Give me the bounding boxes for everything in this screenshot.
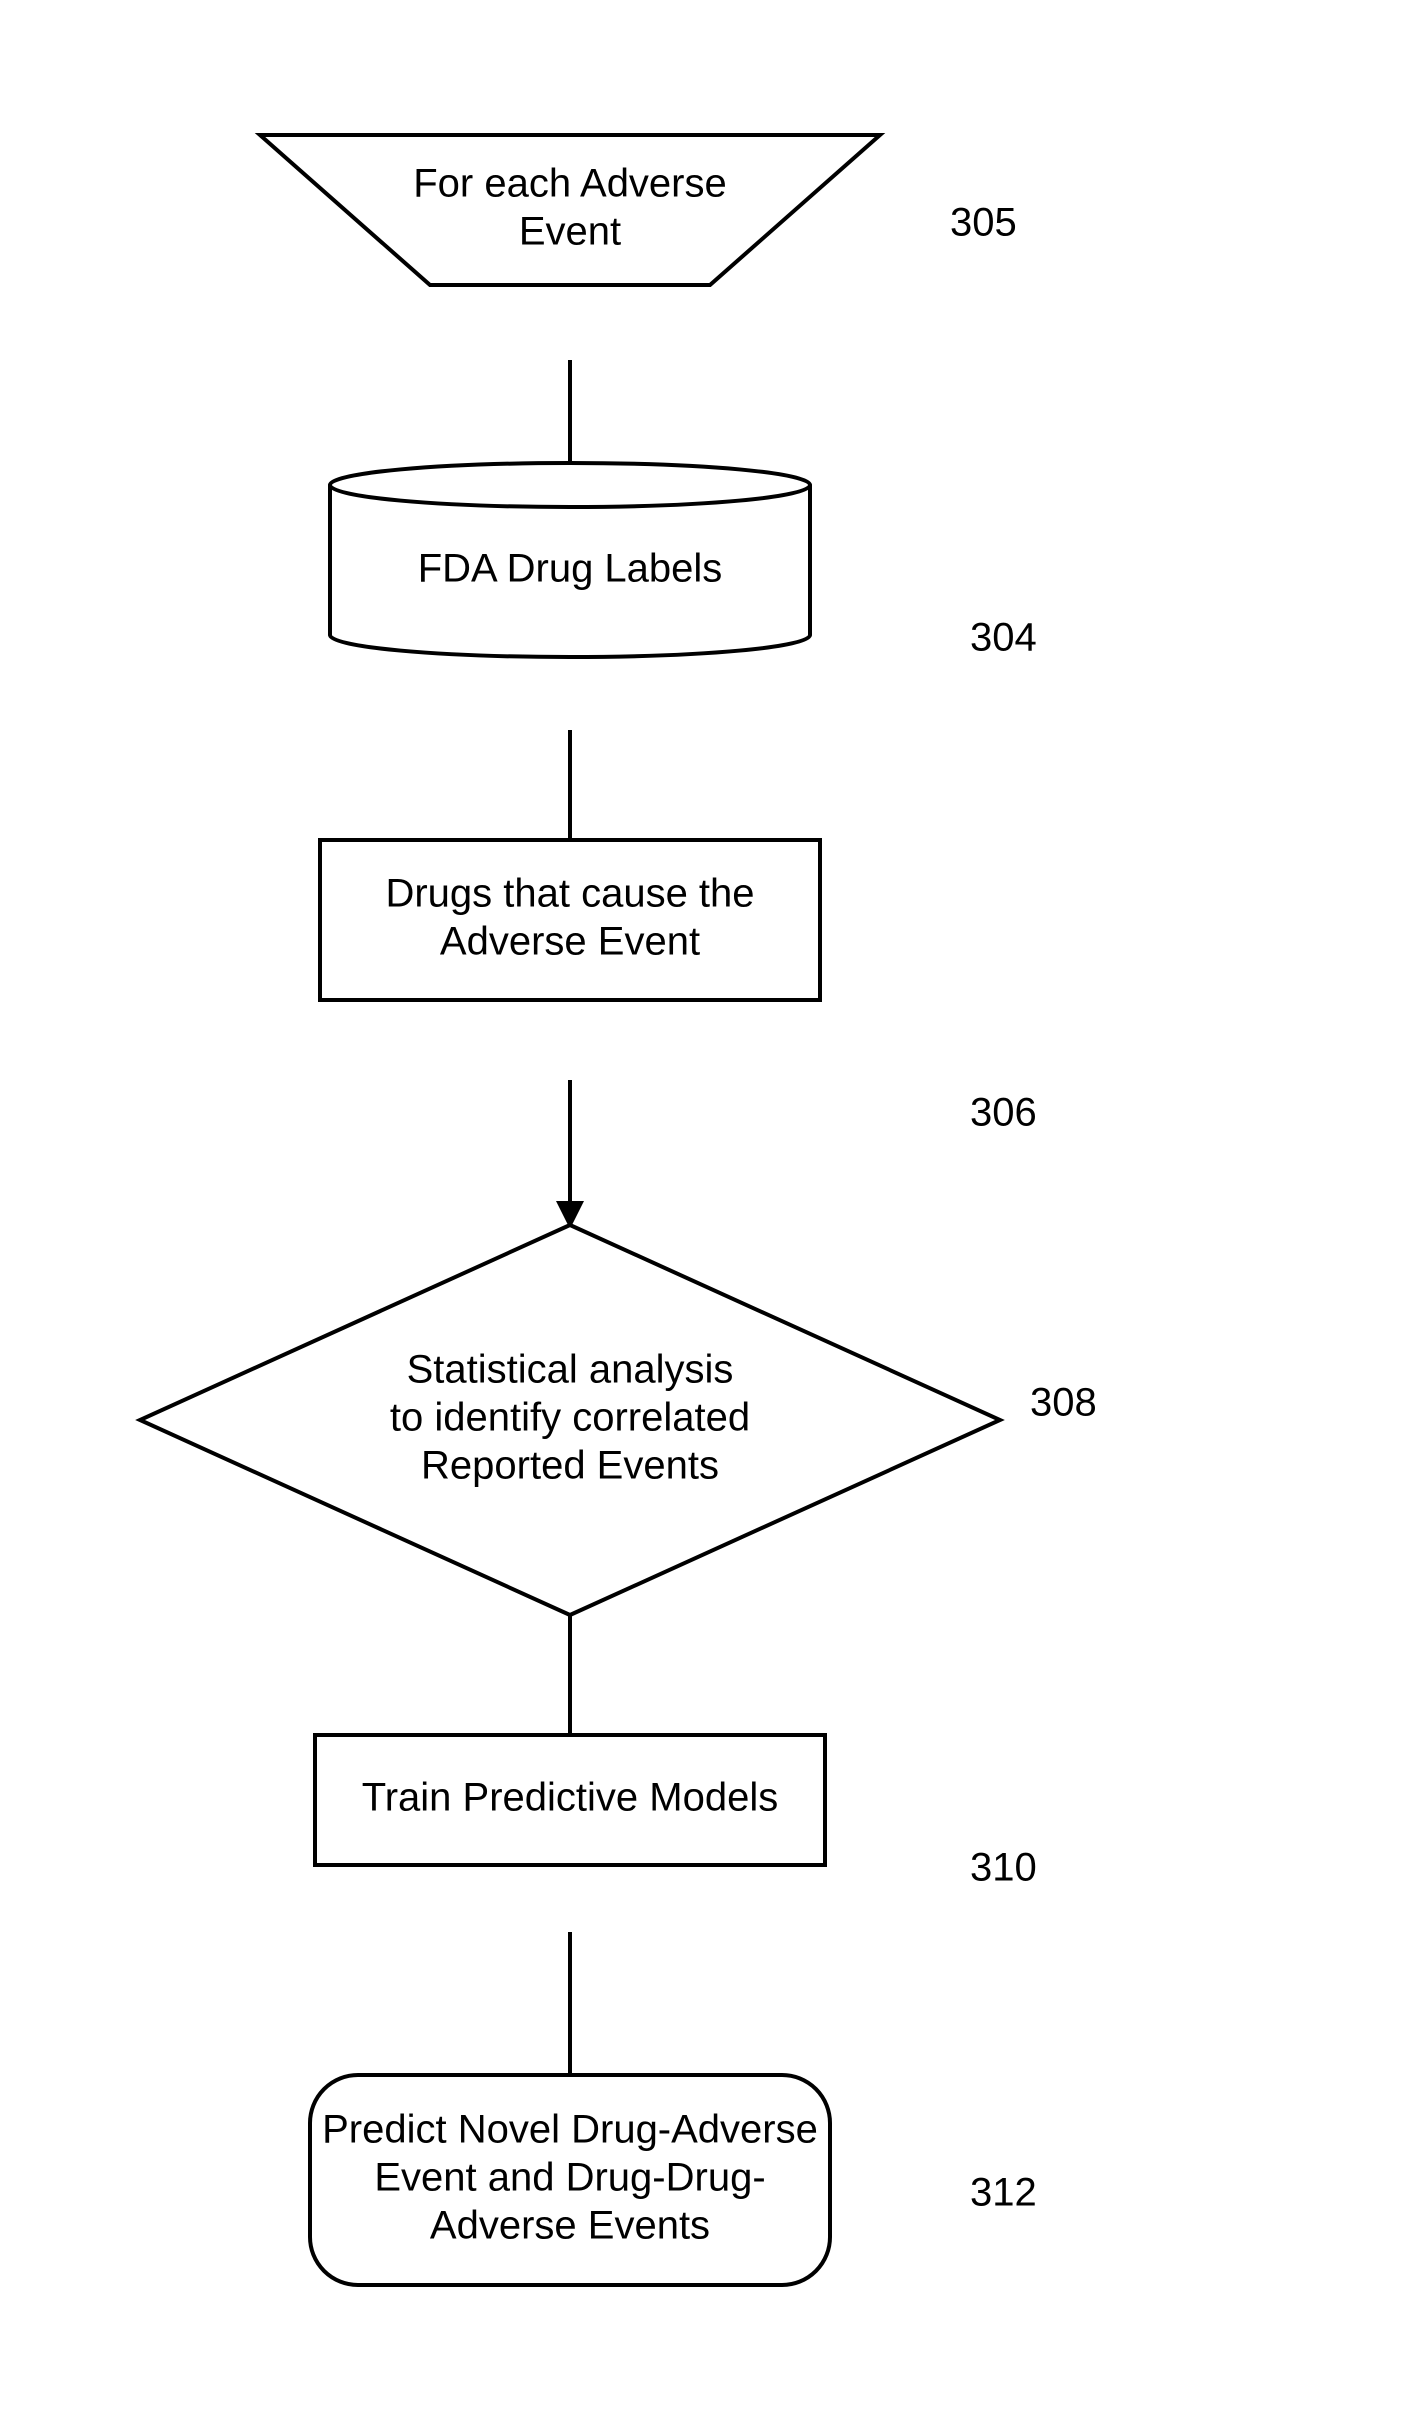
node-label: 304: [970, 616, 1037, 660]
node-text: For each Adverse: [413, 162, 727, 206]
flowchart-node-n306: Drugs that cause theAdverse Event 306: [320, 840, 1037, 1135]
node-text: Adverse Events: [430, 2204, 710, 2248]
node-text: Reported Events: [421, 1444, 719, 1488]
node-text: Adverse Event: [440, 920, 700, 964]
node-text: FDA Drug Labels: [418, 547, 723, 591]
node-text: Statistical analysis: [407, 1348, 734, 1392]
flowchart-node-n304: FDA Drug Labels 304: [330, 463, 1037, 660]
flowchart-node-n305: For each AdverseEvent 305: [260, 135, 1017, 285]
node-text: Predict Novel Drug-Adverse: [322, 2108, 818, 2152]
node-label: 306: [970, 1091, 1037, 1135]
node-text: to identify correlated: [390, 1396, 750, 1440]
node-text: Event and Drug-Drug-: [374, 2156, 765, 2200]
flowchart-node-n308: Statistical analysisto identify correlat…: [140, 1225, 1097, 1615]
node-text: Drugs that cause the: [385, 872, 754, 916]
node-label: 312: [970, 2171, 1037, 2215]
flowchart-node-n310: Train Predictive Models 310: [315, 1735, 1037, 1890]
flowchart-canvas: For each AdverseEvent 305 FDA Drug Labels 3…: [0, 0, 1426, 2422]
flowchart-node-n312: Predict Novel Drug-AdverseEvent and Drug…: [310, 2075, 1037, 2285]
node-label: 308: [1030, 1381, 1097, 1425]
node-label: 305: [950, 201, 1017, 245]
node-label: 310: [970, 1846, 1037, 1890]
node-text: Event: [519, 210, 621, 254]
node-text: Train Predictive Models: [362, 1776, 778, 1820]
